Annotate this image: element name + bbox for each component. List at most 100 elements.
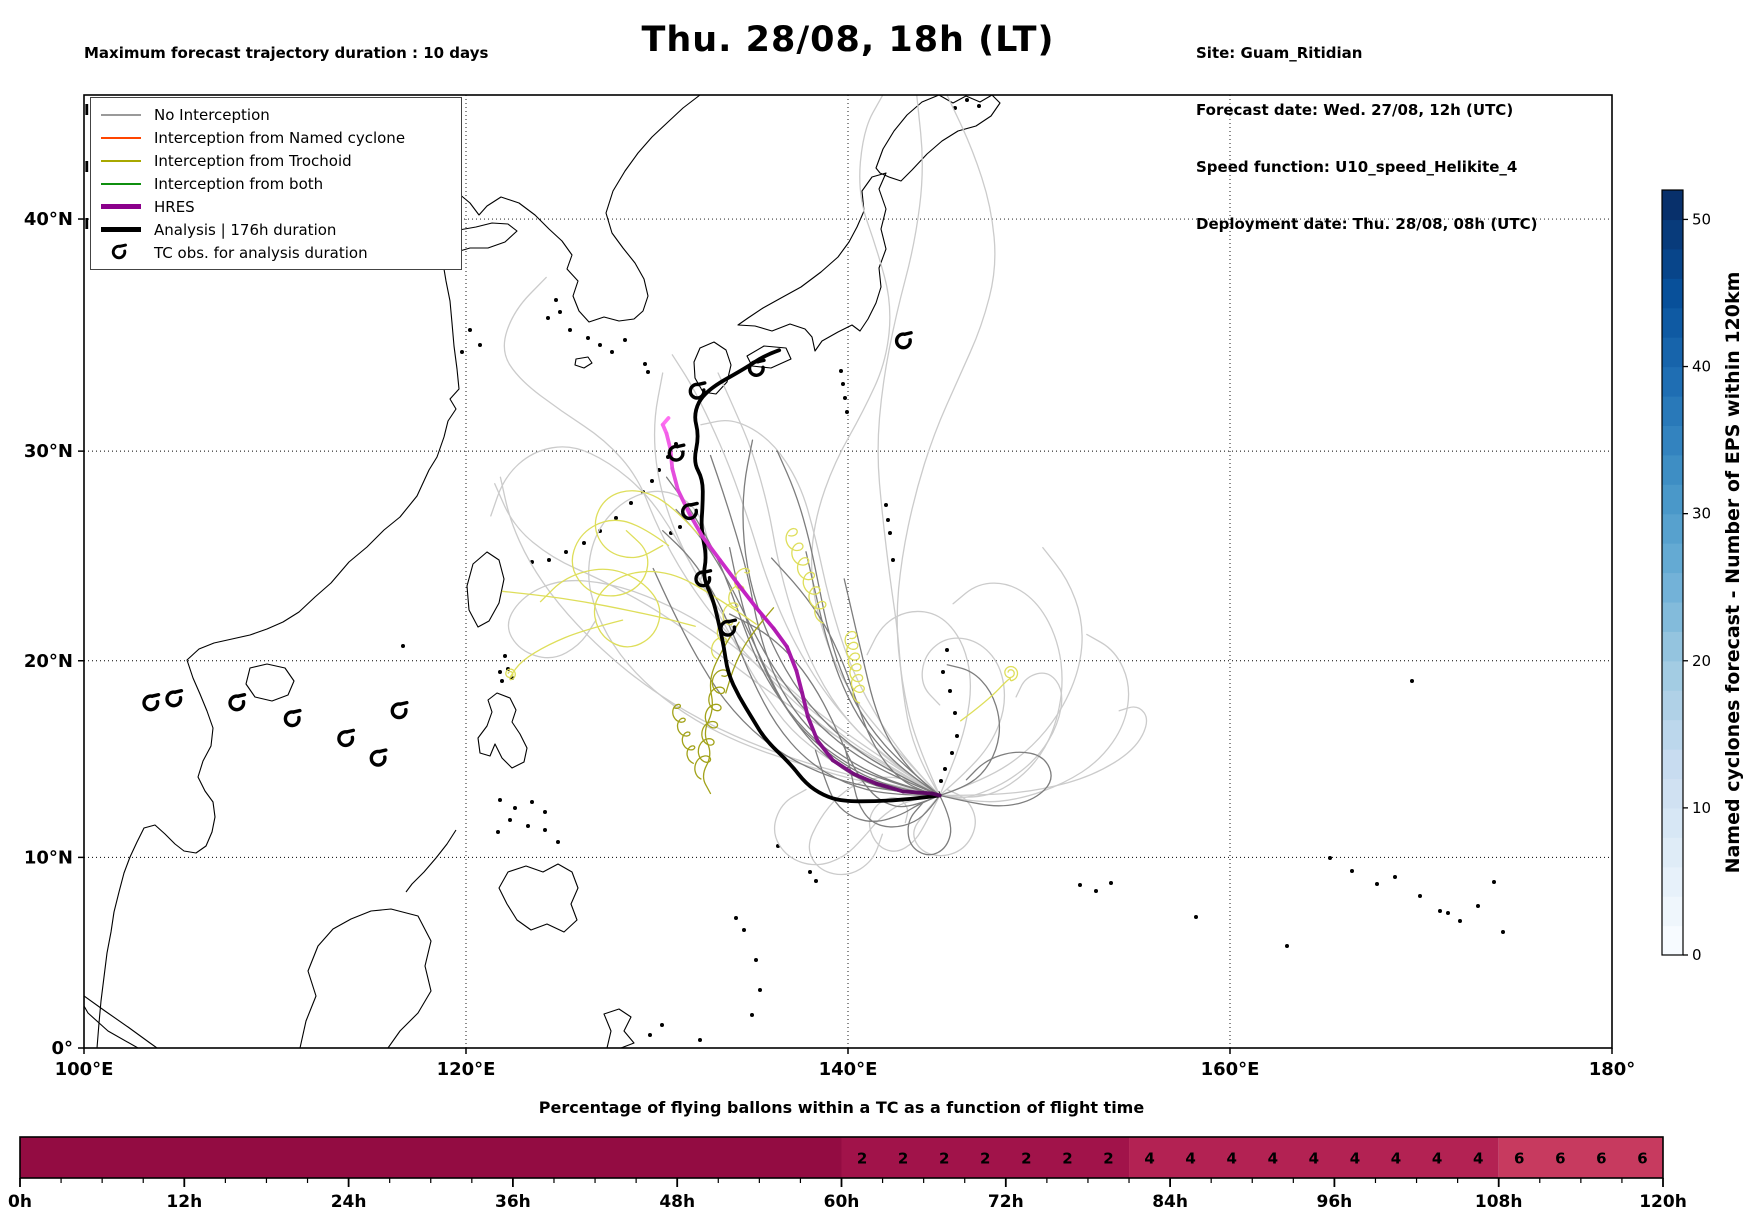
trajectory-line	[921, 637, 1006, 797]
island-dot	[1418, 894, 1422, 898]
trajectory-line	[773, 788, 941, 866]
island-dot	[1393, 875, 1397, 879]
island-coastline	[693, 341, 732, 395]
analysis-line	[693, 348, 942, 804]
island-dot	[1492, 880, 1496, 884]
island-dot	[955, 734, 959, 738]
island-dot	[950, 751, 954, 755]
island-dot	[500, 679, 504, 683]
flight-bar-segment	[1498, 1137, 1663, 1178]
deployment-date-text: Deployment date: Thu. 28/08, 08h (UTC)	[1196, 215, 1538, 233]
island-dot	[965, 98, 969, 102]
island-dot	[650, 479, 654, 483]
colorbar-step	[1662, 307, 1683, 338]
island-coastline	[737, 172, 887, 352]
island-coastline	[574, 356, 593, 369]
trajectory-line	[808, 776, 941, 876]
flight-bar-title: Percentage of flying ballons within a TC…	[539, 1098, 1145, 1117]
trajectory-line	[571, 519, 670, 597]
trajectory-line	[671, 354, 941, 797]
tc-obs-symbol	[165, 688, 184, 708]
flight-bar-tick-label: 108h	[1475, 1192, 1523, 1212]
colorbar-step	[1662, 454, 1683, 485]
tc-obs-symbol	[142, 692, 161, 712]
island-dot	[1328, 856, 1332, 860]
island-dot	[498, 670, 502, 674]
x-tick-label: 140°E	[819, 1059, 878, 1080]
colorbar-title: Named cyclones forecast - Number of EPS …	[1722, 272, 1744, 874]
flight-bar-value: 4	[1268, 1150, 1278, 1168]
x-tick-label: 160°E	[1201, 1059, 1260, 1080]
island-dot	[460, 350, 464, 354]
legend-label: No Interception	[154, 105, 270, 124]
trajectory-line	[939, 633, 1130, 803]
island-dot	[945, 648, 949, 652]
island-dot	[468, 328, 472, 332]
hres-segment	[700, 535, 722, 563]
trajectory-line	[588, 490, 941, 797]
tc-obs-symbol	[369, 748, 388, 767]
colorbar-step	[1662, 219, 1683, 250]
island-dot	[943, 767, 947, 771]
hres-segment	[718, 558, 740, 585]
trajectory-line	[742, 439, 941, 797]
coastline	[405, 829, 457, 893]
colorbar: 0 10 20 30 40 50 Named cyclones forecast - Num…	[1661, 189, 1744, 964]
y-tick-label: 30°N	[24, 441, 73, 462]
island-dot	[750, 1013, 754, 1017]
trajectory-line	[728, 546, 941, 797]
flight-bar-tick-label: 120h	[1639, 1192, 1687, 1212]
island-dot	[582, 541, 586, 545]
island-dot	[530, 800, 534, 804]
island-dot	[742, 928, 746, 932]
legend-line-no-interception	[101, 113, 141, 116]
flight-bar: Percentage of flying ballons within a TC…	[8, 1098, 1687, 1212]
flight-bar-value: 2	[857, 1150, 867, 1168]
hres-track	[660, 416, 942, 798]
island-coastline	[477, 692, 528, 769]
trajectory-line	[501, 590, 696, 627]
legend-row-named-cyclone: Interception from Named cyclone	[101, 126, 453, 149]
trajectory-line	[939, 751, 1052, 807]
legend-label: Analysis | 176h duration	[154, 220, 337, 239]
island-dot	[564, 550, 568, 554]
trajectory-line	[785, 527, 827, 624]
trajectory-line	[776, 450, 941, 797]
colorbar-step	[1662, 190, 1683, 221]
hres-segment	[874, 781, 906, 794]
island-dot	[598, 343, 602, 347]
trajectory-group-trochoid_yellow	[501, 490, 1019, 722]
legend-label: TC obs. for analysis duration	[154, 243, 368, 262]
colorbar-step	[1662, 807, 1683, 838]
tc-obs-symbol	[719, 618, 738, 637]
island-coastline	[498, 863, 579, 933]
island-dot	[1476, 904, 1480, 908]
island-dot	[808, 870, 812, 874]
island-dot	[513, 806, 517, 810]
legend-row-trochoid: Interception from Trochoid	[101, 149, 453, 172]
trajectory-line	[907, 794, 952, 856]
x-tick-label: 120°E	[437, 1059, 496, 1080]
colorbar-step	[1662, 896, 1683, 927]
island-dot	[556, 840, 560, 844]
island-dot	[586, 336, 590, 340]
tc-obs-symbol	[667, 443, 686, 462]
flight-bar-value: 4	[1391, 1150, 1401, 1168]
flight-bar-tick-label: 96h	[1317, 1192, 1353, 1212]
colorbar-step	[1662, 837, 1683, 868]
colorbar-outline	[1661, 189, 1684, 956]
trajectory-line	[694, 669, 729, 780]
trajectory-line	[960, 665, 1019, 722]
legend-line-trochoid	[101, 159, 141, 162]
island-dot	[891, 558, 895, 562]
tc-obs-icon	[101, 240, 141, 266]
trajectory-line	[728, 613, 941, 808]
trajectory-line	[913, 788, 976, 857]
flight-bar-value: 6	[1596, 1150, 1606, 1168]
trajectory-line	[843, 743, 941, 828]
flight-bar-segment	[1129, 1137, 1499, 1178]
island-dot	[1194, 915, 1198, 919]
island-dot	[814, 879, 818, 883]
flight-bar-value: 6	[1514, 1150, 1524, 1168]
legend-label: Interception from Named cyclone	[154, 128, 406, 147]
